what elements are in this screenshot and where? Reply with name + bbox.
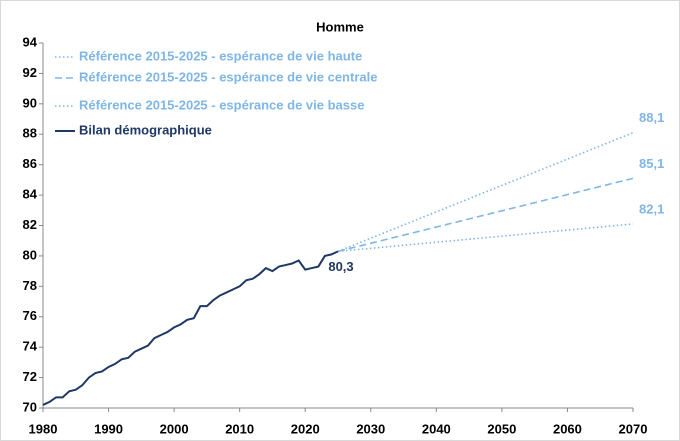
y-tick-label: 74 bbox=[23, 339, 38, 354]
legend-label: Référence 2015-2025 - espérance de vie h… bbox=[79, 48, 362, 63]
chart-title: Homme bbox=[316, 19, 364, 34]
x-tick-label: 2010 bbox=[225, 421, 254, 436]
y-tick-label: 76 bbox=[23, 308, 37, 323]
x-tick-label: 1980 bbox=[29, 421, 58, 436]
legend-label: Référence 2015-2025 - espérance de vie c… bbox=[79, 69, 377, 84]
y-tick-label: 72 bbox=[23, 369, 37, 384]
x-tick-label: 2030 bbox=[356, 421, 385, 436]
y-tick-label: 78 bbox=[23, 278, 37, 293]
y-tick-label: 82 bbox=[23, 217, 37, 232]
x-tick-label: 2000 bbox=[160, 421, 189, 436]
y-tick-label: 80 bbox=[23, 247, 37, 262]
y-tick-label: 88 bbox=[23, 126, 37, 141]
data-label: 88,1 bbox=[639, 110, 664, 125]
x-tick-label: 1990 bbox=[94, 421, 123, 436]
data-label: 85,1 bbox=[639, 156, 664, 171]
x-tick-label: 2020 bbox=[291, 421, 320, 436]
y-tick-label: 70 bbox=[23, 399, 37, 414]
y-tick-label: 90 bbox=[23, 95, 37, 110]
y-tick-label: 84 bbox=[23, 187, 38, 202]
x-tick-label: 2050 bbox=[487, 421, 516, 436]
x-tick-label: 2070 bbox=[619, 421, 648, 436]
series-line bbox=[337, 177, 634, 253]
data-label: 82,1 bbox=[639, 201, 664, 216]
legend-label: Bilan démographique bbox=[79, 122, 212, 137]
y-tick-label: 94 bbox=[23, 34, 38, 49]
x-tick-label: 2040 bbox=[422, 421, 451, 436]
y-tick-label: 92 bbox=[23, 65, 37, 80]
series-line bbox=[337, 131, 634, 253]
series-line bbox=[337, 223, 634, 253]
y-tick-label: 86 bbox=[23, 156, 37, 171]
x-tick-label: 2060 bbox=[553, 421, 582, 436]
legend-label: Référence 2015-2025 - espérance de vie b… bbox=[79, 97, 364, 112]
data-label: 80,3 bbox=[328, 259, 353, 274]
series-line bbox=[42, 250, 339, 406]
